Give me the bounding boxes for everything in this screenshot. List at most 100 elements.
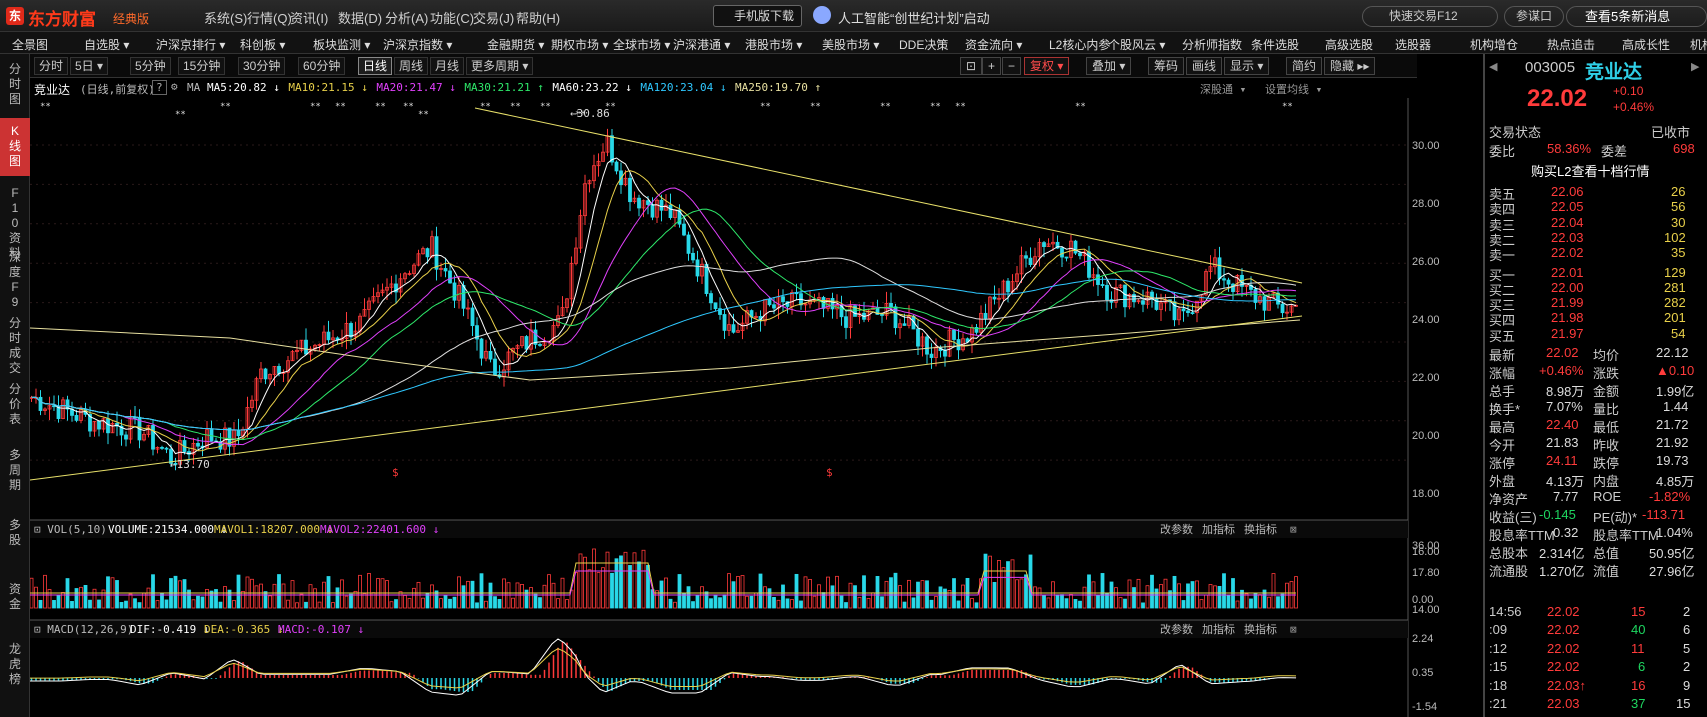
left-tab[interactable]: K 线 图	[0, 118, 30, 176]
menu-item[interactable]: 数据(D)	[338, 11, 383, 26]
order-price: 21.98	[1551, 310, 1584, 326]
lock-icon[interactable]: ⊡	[960, 57, 983, 75]
volume-bar	[1280, 593, 1285, 609]
kline-chart[interactable]: ←30.86 ←13.70 ** ** ** ** ** ** ** ** ** ** ** ** ** **…	[30, 98, 1418, 717]
volume-bar	[1208, 584, 1213, 609]
nav-item[interactable]: 选股器	[1395, 38, 1432, 52]
gear-icon[interactable]: ⚙	[171, 80, 178, 93]
nav-item[interactable]: 资金流向 ▾	[965, 38, 1023, 52]
ai-banner[interactable]: 人工智能“创世纪计划”启动	[838, 11, 990, 26]
candle-body	[632, 197, 637, 203]
left-tab[interactable]: F 1 0 资 料	[8, 186, 21, 260]
left-tab[interactable]: 资 金	[8, 582, 21, 611]
volume-bar	[556, 598, 560, 609]
nav-item[interactable]: 全景图	[12, 38, 49, 52]
left-tab[interactable]: 龙 虎 榜	[8, 642, 21, 686]
period-button[interactable]: 5日 ▾	[70, 57, 109, 75]
nav-item[interactable]: 板块监测 ▾	[313, 38, 371, 52]
volume-bar	[961, 584, 965, 609]
zoom-out-icon[interactable]: −	[1002, 57, 1022, 75]
order-label: 卖四	[1489, 202, 1516, 218]
mobile-download-button[interactable]: 手机版下载	[713, 5, 802, 27]
stat-label: 跌停	[1593, 456, 1620, 471]
profile-button[interactable]: 参谋口	[1504, 6, 1564, 27]
nav-item[interactable]: 机构增仓	[1470, 38, 1519, 52]
candle-body	[479, 338, 484, 359]
volume-bar	[56, 595, 61, 609]
candle-body	[704, 263, 709, 294]
order-label: 买四	[1489, 313, 1516, 329]
candle-body	[1019, 255, 1024, 275]
chevron-left-icon[interactable]: ◀	[1489, 61, 1498, 73]
menu-item[interactable]: 交易(J)	[473, 11, 515, 26]
menu-item[interactable]: 资讯(I)	[290, 11, 329, 26]
toolbar-button[interactable]: 显示 ▾	[1224, 57, 1270, 75]
nav-item[interactable]: L2核心内参	[1049, 38, 1111, 52]
left-tab[interactable]: 分 时 成 交	[8, 316, 21, 375]
candle-body	[97, 421, 101, 430]
toolbar-button[interactable]: 隐藏 ▸▸	[1324, 57, 1376, 75]
period-button[interactable]: 60分钟	[298, 57, 346, 75]
nav-item[interactable]: 美股市场 ▾	[822, 38, 880, 52]
nav-item[interactable]: 机构持	[1690, 38, 1707, 52]
toolbar-button[interactable]: 叠加 ▾	[1086, 57, 1132, 75]
left-tab[interactable]: 分 价 表	[8, 382, 21, 426]
menu-item[interactable]: 系统(S)	[204, 11, 248, 26]
toolbar-button[interactable]: 复权 ▾	[1024, 57, 1070, 75]
period-button[interactable]: 分时	[34, 57, 69, 75]
period-button[interactable]: 30分钟	[238, 57, 286, 75]
toolbar-button[interactable]: 画线	[1186, 57, 1223, 75]
period-button[interactable]: 5分钟	[130, 57, 171, 75]
ma-settings[interactable]: 设置均线 ▾	[1265, 83, 1323, 96]
left-tab[interactable]: 多 周 期	[8, 448, 21, 492]
nav-item[interactable]: 分析师指数	[1182, 38, 1243, 52]
news-button[interactable]: 查看5条新消息	[1566, 6, 1707, 27]
menu-item[interactable]: 分析(A)	[385, 11, 429, 26]
period-button[interactable]: 月线	[430, 57, 465, 75]
nav-item[interactable]: 沪深京排行 ▾	[156, 38, 226, 52]
volume-bar	[997, 560, 1001, 609]
left-tab[interactable]: 深 度 F 9	[8, 250, 21, 309]
nav-item[interactable]: 个股风云 ▾	[1108, 38, 1166, 52]
candle-body	[925, 336, 929, 355]
toolbar-button[interactable]: 简约	[1286, 57, 1323, 75]
nav-item[interactable]: 科创板 ▾	[240, 38, 286, 52]
volume-bar	[578, 553, 583, 609]
quick-trade-button[interactable]: 快速交易F12	[1362, 6, 1498, 27]
left-tab[interactable]: 多 股	[8, 518, 21, 547]
period-button[interactable]: 更多周期 ▾	[466, 57, 534, 75]
candle-body	[1132, 294, 1136, 303]
nav-item[interactable]: DDE决策	[899, 38, 949, 52]
nav-item[interactable]: 条件选股	[1251, 38, 1300, 52]
zoom-in-icon[interactable]: +	[982, 57, 1002, 75]
toolbar-button[interactable]: 筹码	[1148, 57, 1185, 75]
period-button[interactable]: 日线	[358, 57, 393, 75]
nav-item[interactable]: 港股市场 ▾	[745, 38, 803, 52]
nav-item[interactable]: 沪深京指数 ▾	[383, 38, 453, 52]
nav-item[interactable]: 金融期货 ▾	[487, 38, 545, 52]
nav-item[interactable]: 自选股 ▾	[84, 38, 130, 52]
chevron-right-icon[interactable]: ▶	[1691, 61, 1700, 73]
period-button[interactable]: 15分钟	[178, 57, 226, 75]
left-tab[interactable]: 分 时 图	[8, 62, 21, 106]
stat-value: 22.02	[1546, 345, 1579, 360]
nav-item[interactable]: 高成长性	[1622, 38, 1671, 52]
deep-link[interactable]: 深股通 ▾	[1200, 83, 1247, 96]
l2-link[interactable]: 购买L2查看十档行情	[1531, 164, 1650, 179]
nav-item[interactable]: 热点追击	[1547, 38, 1596, 52]
nav-item[interactable]: 沪深港通 ▾	[673, 38, 731, 52]
nav-item[interactable]: 期权市场 ▾	[551, 38, 609, 52]
menu-item[interactable]: 功能(C)	[430, 11, 475, 26]
period-button[interactable]: 周线	[394, 57, 429, 75]
volume-bar	[637, 561, 641, 609]
nav-item[interactable]: 全球市场 ▾	[613, 38, 671, 52]
help-icon[interactable]: ?	[152, 80, 167, 95]
volume-bar	[803, 576, 808, 609]
volume-bar	[974, 602, 979, 609]
menu-item[interactable]: 帮助(H)	[516, 11, 561, 26]
nav-item[interactable]: 高级选股	[1325, 38, 1374, 52]
menu-item[interactable]: 行情(Q)	[247, 11, 292, 26]
candle-body	[1127, 294, 1132, 308]
price-pct: +0.46%	[1613, 100, 1655, 114]
dif-line	[30, 638, 1297, 696]
